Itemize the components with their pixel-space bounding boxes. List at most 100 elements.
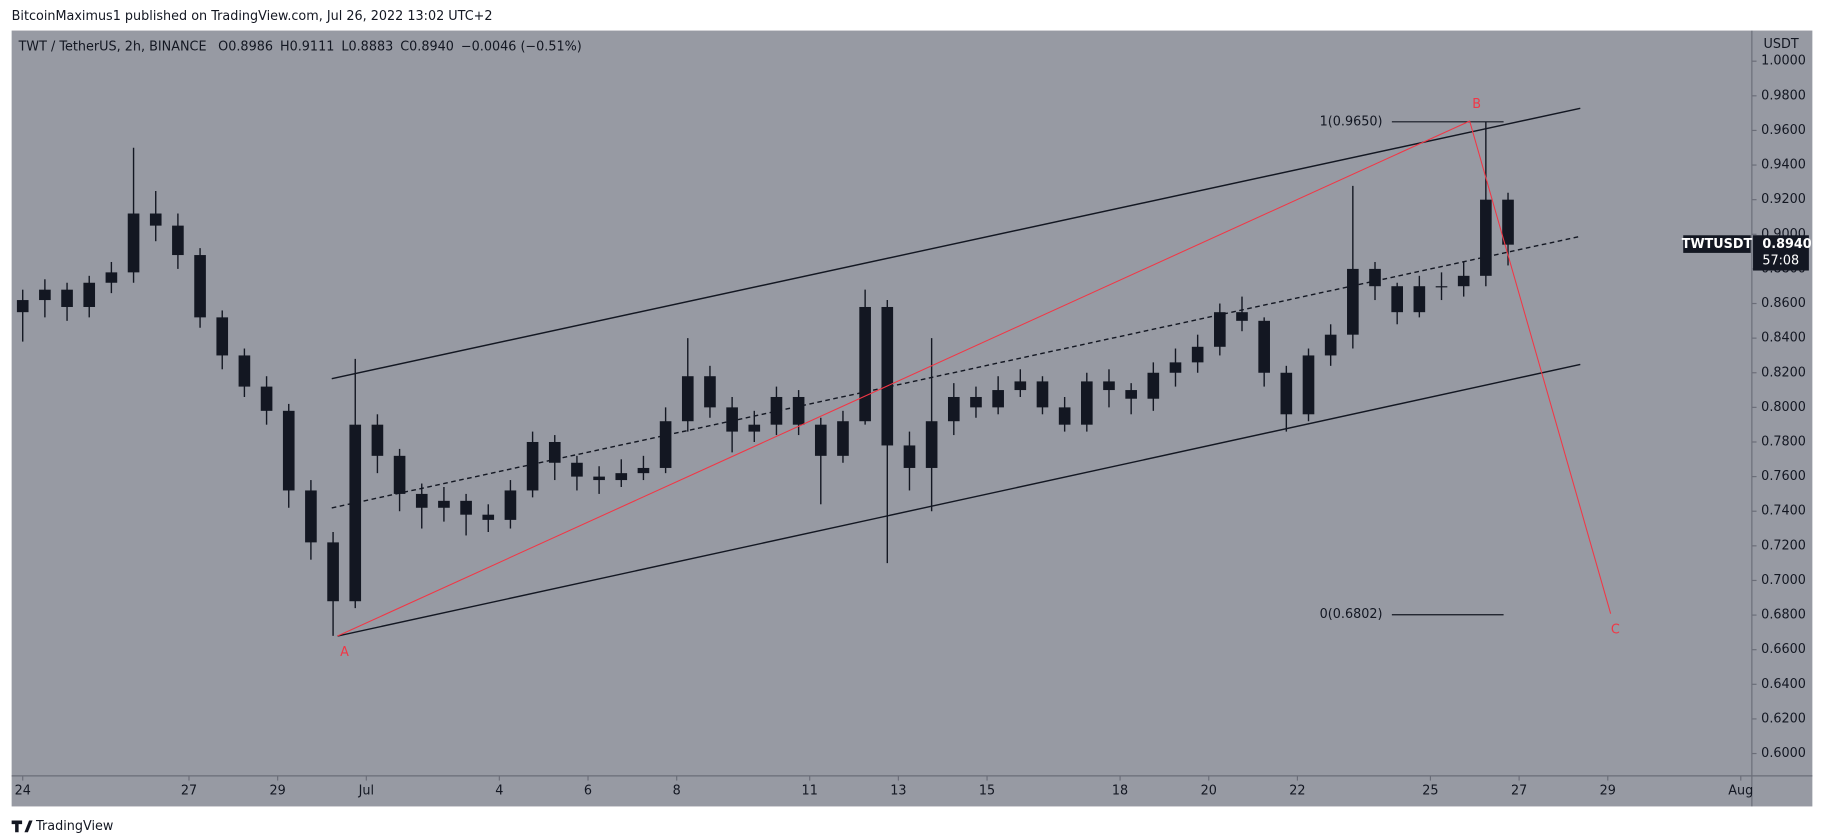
y-tick-label: 0.8200 — [1761, 365, 1806, 380]
legend-key: C — [400, 39, 409, 54]
candle-body — [149, 213, 162, 226]
candle-body — [16, 300, 29, 313]
logo — [11, 820, 33, 833]
candle-body — [327, 542, 339, 602]
candle-body — [659, 421, 672, 468]
x-tick-label: 24 — [15, 784, 31, 799]
price-axis — [1751, 30, 1813, 776]
x-tick-label: Jul — [358, 784, 374, 799]
y-tick-label: 0.6000 — [1761, 746, 1806, 761]
y-tick-label: 0.9600 — [1761, 123, 1806, 138]
candle-body — [1058, 407, 1071, 425]
fib-label: 0(0.6802) — [1320, 607, 1383, 622]
legend-value: 0.8883 — [348, 39, 393, 54]
y-tick-label: 0.7200 — [1761, 538, 1806, 553]
candle-body — [172, 225, 184, 256]
candle-body — [1036, 381, 1049, 408]
wave-label: B — [1472, 97, 1481, 112]
x-tick-label: 4 — [495, 784, 503, 799]
candle-body — [992, 390, 1004, 408]
price-tag-text: 0.8940 — [1762, 237, 1811, 252]
candle-body — [282, 410, 295, 491]
candle-body — [615, 473, 628, 481]
candle-body — [1502, 199, 1514, 245]
candle-body — [39, 289, 51, 301]
y-tick-label: 0.9200 — [1761, 192, 1806, 207]
candle-body — [637, 467, 650, 474]
candle-body — [970, 396, 982, 408]
x-tick-label: 27 — [181, 784, 197, 799]
candle-body — [415, 493, 428, 508]
x-tick-label: 18 — [1112, 784, 1128, 799]
y-tick-label: 0.7600 — [1761, 469, 1806, 484]
y-tick-label: 0.6200 — [1761, 711, 1806, 726]
candle-body — [593, 476, 605, 481]
candle-body — [371, 424, 384, 456]
candle-body — [83, 282, 96, 307]
candle-body — [748, 424, 761, 432]
x-tick-label: 22 — [1289, 784, 1305, 799]
candle-body — [770, 396, 783, 425]
y-tick-label: 0.8600 — [1761, 296, 1806, 311]
time-axis — [11, 775, 1813, 807]
channel-line — [331, 235, 1581, 509]
candle-body — [1324, 334, 1337, 356]
y-tick-label: 0.9400 — [1761, 158, 1806, 173]
x-tick-label: 8 — [673, 784, 681, 799]
candle-body — [1457, 275, 1470, 287]
x-tick-label: 29 — [1600, 784, 1616, 799]
price-unit: USDT — [1764, 37, 1799, 52]
candle-body — [1147, 372, 1160, 399]
candle-body — [460, 500, 472, 515]
legend-key: O — [218, 39, 228, 54]
channel-line — [331, 107, 1581, 380]
candle-body — [504, 490, 517, 520]
candle-body — [1435, 286, 1448, 288]
candle-body — [681, 376, 694, 422]
x-tick-label: 20 — [1201, 784, 1217, 799]
candle-body — [859, 306, 871, 422]
candle-body — [61, 289, 73, 307]
x-tick-label: 29 — [270, 784, 286, 799]
x-tick-label: Aug — [1728, 784, 1753, 799]
candle-body — [194, 255, 206, 318]
candle-body — [1214, 312, 1226, 347]
candle-body — [260, 386, 273, 411]
countdown-text: 57:08 — [1762, 254, 1799, 269]
y-tick-label: 0.8400 — [1761, 331, 1806, 346]
y-tick-label: 1.0000 — [1761, 54, 1806, 69]
y-tick-label: 0.7000 — [1761, 573, 1806, 588]
x-tick-label: 27 — [1511, 784, 1527, 799]
channel-line — [337, 363, 1581, 637]
x-tick-label: 15 — [979, 784, 995, 799]
candle-body — [1480, 199, 1492, 276]
x-tick-label: 13 — [890, 784, 906, 799]
candle-body — [438, 500, 450, 508]
footer-brand: TradingView — [35, 819, 113, 834]
candle-body — [1391, 286, 1403, 313]
legend-key: L — [341, 39, 349, 54]
candle-body — [1103, 381, 1115, 391]
candle-body — [925, 421, 938, 468]
candle-body — [548, 441, 561, 463]
x-tick-label: 6 — [584, 784, 592, 799]
x-tick-label: 25 — [1422, 784, 1438, 799]
candle-body — [1125, 390, 1137, 399]
legend-value: 0.9111 — [290, 39, 335, 54]
y-tick-label: 0.6800 — [1761, 608, 1806, 623]
candle-body — [1413, 286, 1426, 313]
y-tick-label: 0.9800 — [1761, 88, 1806, 103]
candle-body — [1302, 355, 1315, 415]
candle-body — [1236, 312, 1248, 321]
publisher: BitcoinMaximus1 published on TradingView… — [12, 9, 493, 24]
candle-body — [1369, 268, 1381, 287]
wave-line — [337, 120, 1612, 637]
candle-body — [1080, 381, 1093, 425]
y-tick-label: 0.6400 — [1761, 677, 1806, 692]
fib-label: 1(0.9650) — [1320, 114, 1383, 129]
candle-body — [881, 306, 894, 446]
candle-body — [238, 355, 251, 387]
legend-change: −0.0046 (−0.51%) — [461, 39, 582, 54]
legend-value: 0.8940 — [409, 39, 454, 54]
